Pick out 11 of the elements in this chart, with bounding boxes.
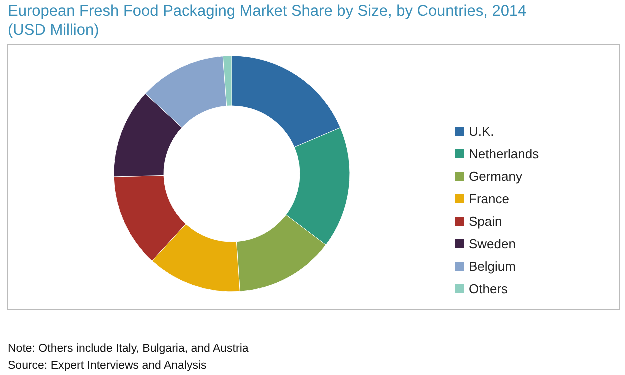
legend-label: Spain [469,214,502,229]
legend-label: Sweden [469,236,516,252]
legend-label: U.K. [469,124,494,139]
legend-label: Others [469,282,509,296]
legend-label: Netherlands [469,146,540,162]
text: Note: Others include Italy, Bulgaria, and Austria [8,343,250,355]
source-note: Source: Expert Interviews and Analysis [8,360,208,372]
legend-label: France [469,192,510,206]
legend-label: Germany [469,169,523,184]
legend-label: Belgium [469,259,516,274]
chart-title: European Fresh Food Packaging Market Share by Size, by Countries, 2014 (USD Million) [8,3,528,39]
